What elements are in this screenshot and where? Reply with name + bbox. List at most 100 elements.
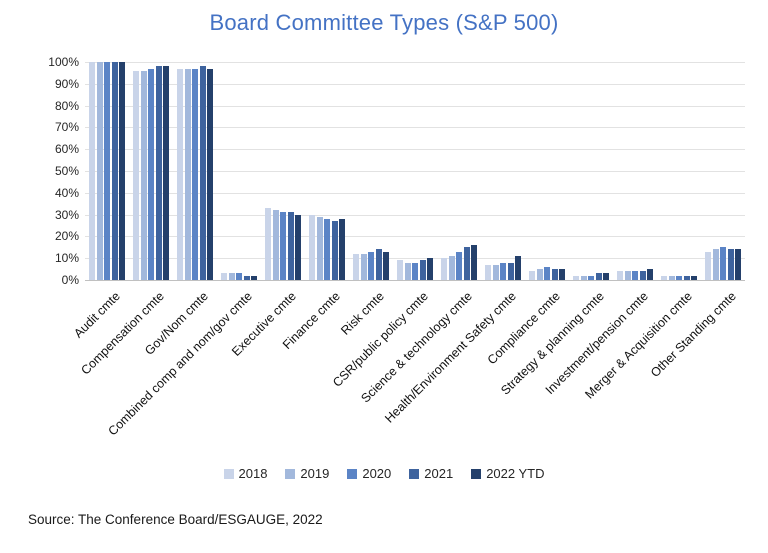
legend-label: 2019 xyxy=(300,466,330,481)
bar xyxy=(265,208,271,280)
bar xyxy=(639,271,646,280)
bar xyxy=(624,271,631,280)
bar xyxy=(243,275,250,280)
bar xyxy=(207,68,213,280)
bar xyxy=(236,273,242,280)
y-tick-label: 40% xyxy=(54,185,79,200)
bar-group xyxy=(217,62,261,280)
x-axis-label: Executive cmte xyxy=(229,289,299,359)
bar xyxy=(676,275,682,280)
gridline xyxy=(85,171,745,172)
bar xyxy=(280,212,286,280)
bar xyxy=(691,275,697,280)
bar xyxy=(441,258,447,280)
bar xyxy=(463,247,470,280)
gridline xyxy=(85,127,745,129)
bar xyxy=(375,249,382,280)
bar xyxy=(647,269,653,280)
legend-item: 2020 xyxy=(347,466,391,481)
bar xyxy=(661,275,667,280)
bar-group xyxy=(569,62,613,280)
bar xyxy=(544,266,550,280)
bar-group xyxy=(261,62,305,280)
bar xyxy=(89,62,95,280)
y-tick-label: 100% xyxy=(48,55,79,69)
x-axis-label: Compensation cmte xyxy=(78,289,167,378)
bar xyxy=(177,68,183,280)
bar xyxy=(683,275,690,280)
legend-label: 2021 xyxy=(424,466,454,481)
y-tick-label: 70% xyxy=(54,120,79,135)
gridline xyxy=(85,258,745,260)
gridline xyxy=(85,149,745,151)
bar xyxy=(492,264,499,280)
x-axis-label: Merger & Acquisition cmte xyxy=(582,289,695,402)
y-tick-label: 30% xyxy=(54,207,79,222)
bar-group xyxy=(437,62,481,280)
legend-label: 2018 xyxy=(238,466,268,481)
bar-group xyxy=(305,62,349,280)
x-axis-label: Compliance cmte xyxy=(484,289,563,368)
bar xyxy=(727,249,734,280)
bar xyxy=(603,273,609,280)
bar xyxy=(119,62,125,280)
bar-group xyxy=(701,62,745,280)
x-axis-labels: Audit cmte Compensation cmte Gov/Nom cmte C… xyxy=(71,281,745,461)
y-tick-label: 60% xyxy=(54,142,79,157)
source-note: Source: The Conference Board/ESGAUGE, 20… xyxy=(28,512,323,527)
bar xyxy=(148,68,154,280)
x-axis-label: Finance cmte xyxy=(279,289,343,352)
bar xyxy=(529,271,535,280)
bar-group xyxy=(173,62,217,280)
bar xyxy=(404,262,411,280)
x-axis-label: Science & technology cmte xyxy=(358,289,475,406)
x-axis-label: Risk cmte xyxy=(338,289,387,338)
bar-group xyxy=(613,62,657,280)
y-tick-label: 90% xyxy=(54,76,79,91)
bar xyxy=(551,269,558,280)
gridline xyxy=(85,105,745,107)
x-axis-label: Investment/pension cmte xyxy=(542,289,651,398)
x-axis-label: Combined comp and nom/gov cmte xyxy=(105,289,255,439)
bar xyxy=(419,260,426,280)
legend-item: 2021 xyxy=(409,466,453,481)
bar xyxy=(427,258,433,280)
bar xyxy=(485,264,491,280)
gridline xyxy=(85,192,745,194)
bar xyxy=(617,271,623,280)
bar-group xyxy=(481,62,525,280)
bar xyxy=(221,273,227,280)
bar xyxy=(309,214,315,280)
bar-group xyxy=(525,62,569,280)
bar xyxy=(331,221,338,280)
bar-group xyxy=(349,62,393,280)
bar xyxy=(705,251,711,280)
bar xyxy=(500,262,506,280)
plot-area: 0% 10% 20% 30% 40% 50% 60% 70% 80% 90% 100% xyxy=(48,55,745,287)
bar xyxy=(515,256,521,280)
bar xyxy=(720,247,726,280)
y-tick-label: 50% xyxy=(54,164,79,178)
bar xyxy=(383,251,389,280)
bar xyxy=(360,253,367,280)
bar xyxy=(735,249,741,280)
bar xyxy=(397,260,403,280)
bar xyxy=(471,245,477,280)
y-tick-label: 80% xyxy=(54,98,79,113)
bar-group xyxy=(85,62,129,280)
legend-swatch xyxy=(347,468,358,479)
gridline xyxy=(85,62,745,63)
legend-item: 2022 YTD xyxy=(471,466,544,481)
bar xyxy=(448,256,455,280)
bar xyxy=(140,70,147,280)
bar xyxy=(155,66,162,280)
bar xyxy=(295,214,301,280)
legend-item: 2019 xyxy=(285,466,329,481)
bar-group xyxy=(129,62,173,280)
legend-label: 2020 xyxy=(362,466,392,481)
bar xyxy=(272,210,279,280)
x-axis-label: Strategy & planning cmte xyxy=(498,289,607,398)
x-axis-label: CSR/public policy cmte xyxy=(330,289,431,390)
x-axis-label: Other Standing cmte xyxy=(647,289,739,380)
legend-swatch xyxy=(471,468,482,479)
